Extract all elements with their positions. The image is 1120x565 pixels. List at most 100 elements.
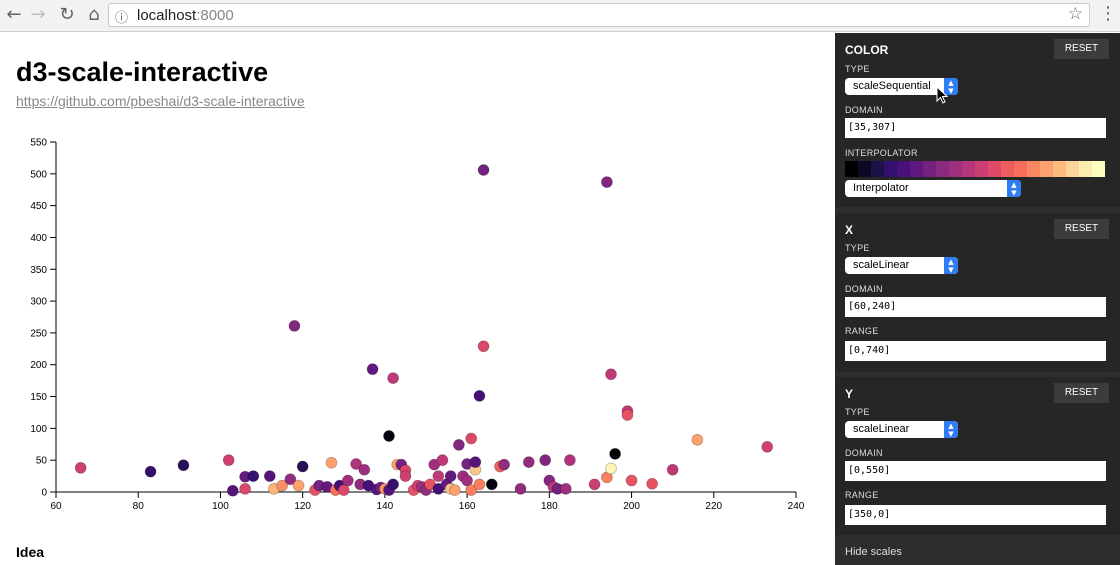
data-point	[473, 478, 486, 491]
color-type-label: TYPE	[845, 64, 870, 74]
data-point	[485, 478, 498, 491]
x-domain-input[interactable]: [60,240]	[845, 297, 1106, 317]
x-tick-label: 60	[50, 501, 62, 512]
y-domain-label: DOMAIN	[845, 448, 883, 458]
y-tick-label: 500	[30, 169, 47, 180]
select-arrows-icon: ▲ ▼	[944, 421, 958, 438]
page-content: d3-scale-interactive https://github.com/…	[0, 33, 835, 565]
back-icon[interactable]: ←	[6, 4, 22, 25]
y-section-title: Y	[845, 387, 854, 401]
y-reset-button[interactable]: RESET	[1054, 383, 1109, 403]
data-point	[477, 340, 490, 353]
interpolator-select[interactable]: Interpolator ▲ ▼	[845, 180, 1021, 197]
data-point	[473, 390, 486, 402]
hide-scales-button[interactable]: Hide scales	[835, 540, 1120, 565]
data-point	[761, 440, 774, 453]
color-ramp-swatch	[1014, 161, 1027, 177]
data-point	[226, 484, 239, 497]
data-point	[588, 478, 601, 491]
x-tick-label: 120	[294, 501, 311, 512]
data-point	[461, 474, 474, 487]
x-tick-label: 240	[788, 501, 805, 512]
forward-icon[interactable]: →	[30, 4, 46, 25]
repo-link[interactable]: https://github.com/pbeshai/d3-scale-inte…	[16, 93, 305, 109]
y-tick-label: 450	[30, 201, 47, 212]
reload-icon[interactable]: ↻	[59, 4, 75, 25]
data-point	[222, 454, 235, 467]
color-ramp-swatch	[910, 161, 923, 177]
color-domain-label: DOMAIN	[845, 105, 883, 115]
color-ramp-swatch	[1001, 161, 1014, 177]
url-host: localhost	[137, 7, 197, 24]
data-point	[514, 482, 527, 495]
color-ramp-swatch	[1027, 161, 1040, 177]
color-ramp-swatch	[936, 161, 949, 177]
y-type-value: scaleLinear	[853, 423, 910, 435]
y-tick-label: 300	[30, 297, 47, 308]
y-type-select[interactable]: scaleLinear ▲ ▼	[845, 421, 958, 438]
data-point	[522, 456, 535, 468]
data-point	[276, 479, 289, 492]
y-tick-label: 100	[30, 424, 47, 435]
x-type-label: TYPE	[845, 243, 870, 253]
url-port: :8000	[196, 7, 234, 24]
x-range-input[interactable]: [0,740]	[845, 341, 1106, 361]
data-point	[337, 484, 350, 496]
data-point	[325, 456, 338, 469]
bookmark-star-icon[interactable]: ☆	[1067, 4, 1083, 24]
color-ramp-swatch	[1092, 161, 1105, 177]
y-tick-label: 0	[41, 488, 47, 499]
data-point	[288, 320, 301, 332]
data-point	[247, 470, 260, 482]
color-type-select[interactable]: scaleSequential ▲ ▼	[845, 78, 958, 95]
color-ramp-swatch	[897, 161, 910, 177]
data-point	[666, 463, 679, 476]
color-domain-input[interactable]: [35,307]	[845, 118, 1106, 138]
color-ramp-swatch	[845, 161, 858, 177]
y-range-input[interactable]: [350,0]	[845, 505, 1106, 525]
y-domain-input[interactable]: [0,550]	[845, 461, 1106, 481]
color-ramp-swatch	[1040, 161, 1053, 177]
x-reset-button[interactable]: RESET	[1054, 219, 1109, 239]
color-ramp-swatch	[871, 161, 884, 177]
color-ramp-swatch	[988, 161, 1001, 177]
x-type-value: scaleLinear	[853, 259, 910, 271]
data-point	[559, 482, 572, 495]
scales-panel: COLOR RESET TYPE scaleSequential ▲ ▼ DOMA…	[835, 33, 1120, 565]
data-point	[465, 432, 478, 445]
color-reset-button[interactable]: RESET	[1054, 39, 1109, 59]
site-info-icon[interactable]: ⓘ	[115, 11, 129, 26]
data-point	[74, 461, 87, 474]
x-tick-label: 100	[212, 501, 229, 512]
x-tick-label: 200	[623, 501, 640, 512]
url-text: localhost:8000	[137, 7, 234, 24]
color-interpolator-label: INTERPOLATOR	[845, 148, 918, 158]
color-ramp	[845, 161, 1105, 177]
data-point	[284, 473, 297, 486]
y-tick-label: 50	[36, 456, 48, 467]
data-point	[263, 470, 276, 482]
y-tick-label: 250	[30, 328, 47, 339]
color-ramp-swatch	[1079, 161, 1092, 177]
data-point	[292, 479, 305, 492]
scatter-plot: 0 50 100 150 200 250 300 350 400 450 500 550 60 80 100…	[30, 138, 805, 513]
data-point	[387, 372, 400, 384]
x-tick-label: 80	[133, 501, 145, 512]
x-type-select[interactable]: scaleLinear ▲ ▼	[845, 257, 958, 274]
data-point	[498, 458, 511, 471]
data-point	[609, 447, 622, 460]
data-point	[341, 474, 354, 487]
data-point	[444, 470, 457, 482]
color-ramp-swatch	[962, 161, 975, 177]
data-point	[436, 454, 449, 467]
x-tick-label: 160	[459, 501, 476, 512]
data-point	[383, 430, 395, 442]
data-point	[625, 474, 638, 487]
menu-kebab-icon[interactable]: ⋮	[1099, 3, 1117, 24]
home-icon[interactable]: ⌂	[88, 4, 100, 25]
address-bar[interactable]: ⓘ localhost:8000 ☆	[108, 3, 1090, 27]
color-ramp-swatch	[975, 161, 988, 177]
idea-heading: Idea	[16, 544, 45, 560]
color-ramp-swatch	[949, 161, 962, 177]
y-tick-label: 400	[30, 233, 47, 244]
